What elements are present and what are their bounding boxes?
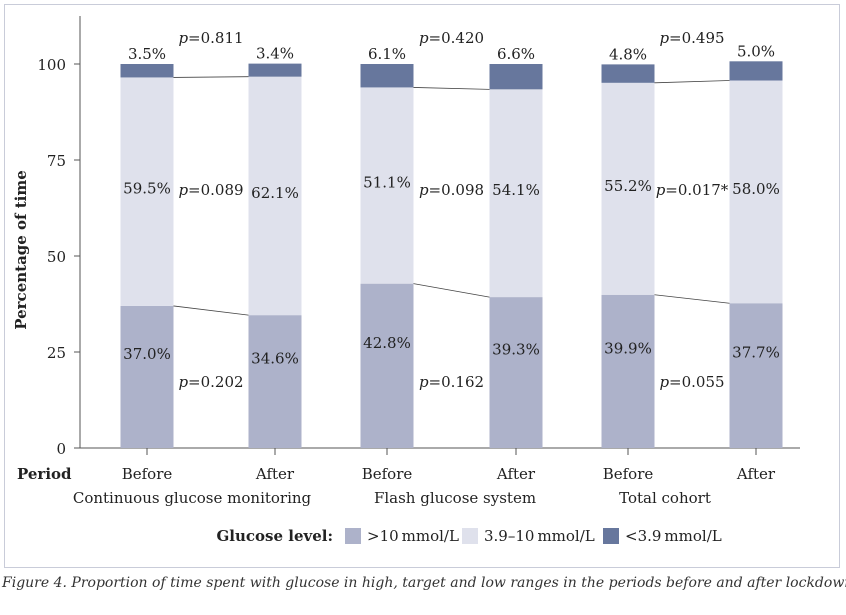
- bar-segment-target: [601, 82, 655, 295]
- y-axis-label: Percentage of time: [12, 170, 30, 330]
- bar-segment-high: [248, 315, 302, 448]
- legend-label-high: >10 mmol/L: [367, 527, 459, 545]
- group-label: Continuous glucose monitoring: [73, 489, 312, 507]
- group-label: Total cohort: [619, 489, 711, 507]
- legend-label-target: 3.9–10 mmol/L: [484, 527, 595, 545]
- data-label-target: 54.1%: [492, 181, 540, 199]
- legend-label-low: <3.9 mmol/L: [625, 527, 722, 545]
- data-label-low: 6.1%: [368, 45, 406, 63]
- bar-segment-target: [489, 89, 543, 298]
- legend-swatch-target: [462, 528, 478, 544]
- data-label-high: 37.0%: [123, 345, 171, 363]
- connector-high: [173, 305, 249, 316]
- p-value-target: p=0.017*: [656, 181, 729, 199]
- legend-title: Glucose level:: [217, 527, 334, 545]
- data-label-target: 62.1%: [251, 184, 299, 202]
- bar-segment-low: [360, 64, 414, 88]
- y-tick-label: 100: [37, 56, 66, 74]
- p-value-target: p=0.098: [419, 181, 484, 199]
- legend-swatch-high: [345, 528, 361, 544]
- p-value-high: p=0.162: [419, 373, 484, 391]
- bar-segment-target: [120, 77, 174, 306]
- connector-target: [413, 87, 490, 90]
- legend-swatch-low: [603, 528, 619, 544]
- bar-segment-target: [729, 80, 783, 304]
- y-tick-label: 25: [47, 344, 66, 362]
- data-label-low: 3.5%: [128, 45, 166, 63]
- x-tick-label: Before: [362, 465, 413, 483]
- data-label-high: 39.9%: [604, 339, 652, 357]
- y-tick-label: 50: [47, 248, 66, 266]
- p-value-high: p=0.055: [659, 373, 724, 391]
- period-label: Period: [17, 465, 72, 483]
- data-label-low: 6.6%: [497, 45, 535, 63]
- data-label-target: 58.0%: [732, 180, 780, 198]
- x-tick-label: Before: [603, 465, 654, 483]
- figure-caption: Figure 4. Proportion of time spent with …: [2, 575, 846, 591]
- bar-segment-low: [248, 63, 302, 77]
- p-value-low: p=0.495: [659, 29, 724, 47]
- bar-segment-high: [601, 294, 655, 448]
- data-label-high: 34.6%: [251, 350, 299, 368]
- data-label-target: 55.2%: [604, 177, 652, 195]
- bar-segment-high: [729, 303, 783, 448]
- x-tick-label: After: [496, 465, 536, 483]
- connector-target: [654, 80, 730, 84]
- data-label-high: 39.3%: [492, 341, 540, 359]
- bar-segment-low: [489, 64, 543, 90]
- x-tick-label: After: [736, 465, 776, 483]
- bar-segment-low: [729, 61, 783, 81]
- connector-high: [413, 283, 490, 298]
- data-label-target: 59.5%: [123, 180, 171, 198]
- p-value-high: p=0.202: [178, 373, 243, 391]
- x-tick-label: After: [255, 465, 295, 483]
- data-label-low: 5.0%: [737, 42, 775, 60]
- bar-segment-high: [489, 297, 543, 448]
- bar-segment-target: [360, 87, 414, 284]
- p-value-low: p=0.811: [178, 29, 243, 47]
- connector-high: [654, 294, 730, 304]
- stacked-bar-chart: 0 25 50 75 100 Percentage of time Period 37.0% 5…: [12, 16, 800, 545]
- data-label-low: 4.8%: [609, 45, 647, 63]
- p-value-low: p=0.420: [419, 29, 484, 47]
- bar-segment-high: [120, 305, 174, 448]
- data-label-high: 42.8%: [363, 334, 411, 352]
- bar-segment-low: [120, 64, 174, 78]
- p-value-target: p=0.089: [178, 181, 243, 199]
- y-tick-label: 0: [56, 440, 66, 458]
- group-label: Flash glucose system: [374, 489, 536, 507]
- chart-frame: [4, 4, 840, 568]
- bar-segment-low: [601, 64, 655, 83]
- x-tick-label: Before: [122, 465, 173, 483]
- data-label-low: 3.4%: [256, 45, 294, 63]
- connector-target: [173, 76, 249, 78]
- data-label-high: 37.7%: [732, 344, 780, 362]
- bar-segment-target: [248, 76, 302, 316]
- y-tick-label: 75: [47, 152, 66, 170]
- data-label-target: 51.1%: [363, 174, 411, 192]
- bar-segment-high: [360, 283, 414, 448]
